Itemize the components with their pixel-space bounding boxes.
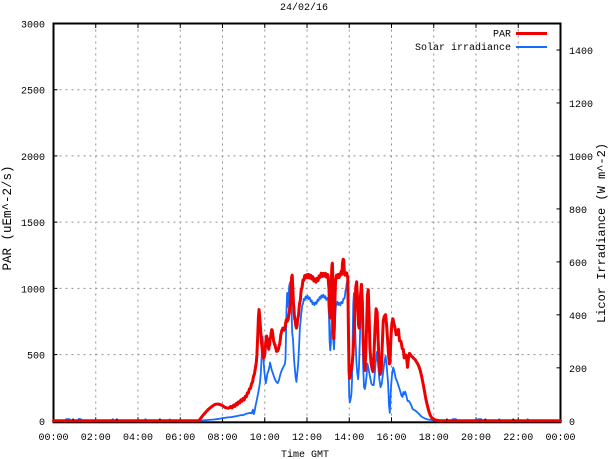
svg-text:16:00: 16:00 (376, 433, 406, 444)
svg-text:02:00: 02:00 (81, 433, 111, 444)
svg-text:20:00: 20:00 (461, 433, 491, 444)
svg-text:24/02/16: 24/02/16 (280, 2, 328, 14)
svg-text:PAR: PAR (493, 30, 511, 41)
svg-text:04:00: 04:00 (123, 433, 153, 444)
svg-text:0: 0 (569, 418, 575, 429)
svg-text:22:00: 22:00 (503, 433, 533, 444)
svg-text:500: 500 (27, 352, 45, 363)
svg-text:2500: 2500 (21, 87, 45, 98)
svg-text:1400: 1400 (569, 47, 593, 58)
svg-text:1000: 1000 (569, 153, 593, 164)
svg-text:12:00: 12:00 (292, 433, 322, 444)
svg-text:08:00: 08:00 (207, 433, 237, 444)
svg-text:1200: 1200 (569, 100, 593, 111)
svg-text:600: 600 (569, 259, 587, 270)
svg-text:3000: 3000 (21, 21, 45, 32)
svg-text:00:00: 00:00 (545, 433, 575, 444)
svg-text:Solar irradiance: Solar irradiance (415, 42, 511, 54)
svg-text:PAR (uEm^-2/s): PAR (uEm^-2/s) (1, 165, 15, 270)
svg-text:Time GMT: Time GMT (281, 449, 329, 459)
svg-text:0: 0 (39, 418, 45, 429)
svg-text:2000: 2000 (21, 153, 45, 164)
svg-text:800: 800 (569, 206, 587, 217)
svg-text:14:00: 14:00 (334, 433, 364, 444)
svg-text:10:00: 10:00 (250, 433, 280, 444)
svg-text:18:00: 18:00 (419, 433, 449, 444)
svg-text:1000: 1000 (21, 285, 45, 296)
svg-text:400: 400 (569, 312, 587, 323)
svg-text:Licor Irradiance (W m^-2): Licor Irradiance (W m^-2) (595, 143, 609, 323)
svg-text:06:00: 06:00 (165, 433, 195, 444)
svg-text:1500: 1500 (21, 219, 45, 230)
svg-text:200: 200 (569, 365, 587, 376)
svg-text:00:00: 00:00 (38, 433, 68, 444)
